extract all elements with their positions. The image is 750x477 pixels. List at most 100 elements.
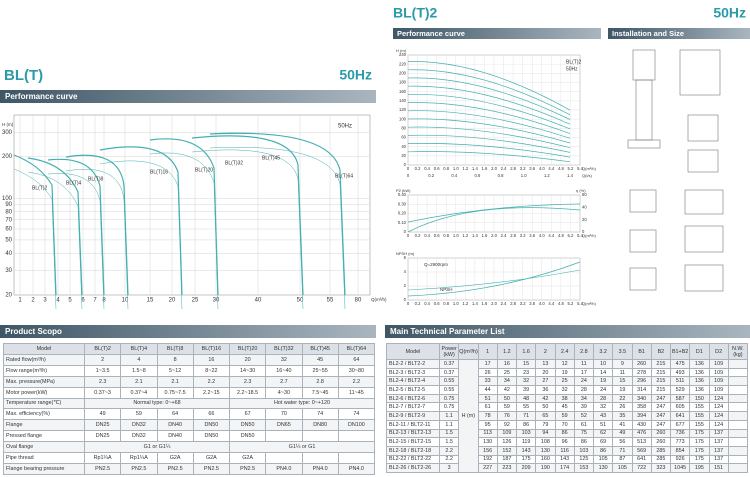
x-tick-label: 4.0 — [539, 166, 545, 171]
installation-drawings — [627, 49, 724, 292]
cell: 152 — [496, 445, 518, 456]
x-tick-label: 1.6 — [482, 233, 488, 238]
cell: 33 — [477, 376, 498, 387]
cell: 340 — [631, 393, 652, 404]
cell: 136 — [689, 376, 710, 387]
cell: DN40 — [156, 430, 194, 443]
y-axis-label: H (m) — [2, 122, 14, 127]
cell: 22 — [612, 393, 633, 404]
cell: 1~3.5 — [83, 364, 122, 377]
table-row: Rated flow(m³/h) 2 4 8 16 20 32 45 64 — [3, 353, 376, 366]
cell: 285 — [650, 454, 672, 465]
cell: 59 — [120, 408, 158, 421]
cell: 0.75~7.5 — [156, 386, 194, 399]
x-tick-label: 7 — [93, 298, 97, 304]
curve-label: BL(T)64 — [335, 173, 353, 179]
x2-axis-label: Q(l/s) — [582, 173, 592, 178]
empty-cell — [337, 430, 376, 443]
cell: 5~12 — [156, 364, 194, 377]
x-tick-label: 5.2 — [568, 166, 574, 171]
cell: 151 — [708, 463, 729, 473]
cell: 2.1 — [156, 375, 194, 388]
x-tick-label: 5.4 — [577, 166, 583, 171]
cell: 45 — [554, 402, 575, 413]
cell: 50 — [535, 402, 556, 413]
cell: 2.2~18.5 — [228, 386, 267, 399]
cell: 736 — [669, 428, 691, 439]
x-tick-label: 3.6 — [529, 301, 535, 306]
performance-curve — [149, 152, 219, 310]
x-tick-label: 4.4 — [548, 301, 554, 306]
cell: 155 — [689, 419, 710, 430]
table-row: Pipe thread Rp1¼A Rp1¼A G2A G2A G2A — [3, 452, 376, 464]
section-bar — [0, 90, 376, 103]
power: 2.2 — [438, 445, 460, 456]
section-title: Performance curve — [397, 29, 465, 38]
cell: 42 — [496, 385, 518, 395]
table-row: BL2-15 / BLT2-15 1.5 130 126 119 108 96 86 69 56 5… — [386, 437, 749, 447]
x-axis-label: Q(m³/h) — [582, 301, 596, 306]
column-header: Power (kW) — [438, 342, 460, 361]
y-tick-label: 160 — [399, 89, 407, 94]
performance-curve — [47, 173, 105, 310]
cell: 278 — [631, 367, 652, 378]
cell: 11 — [612, 367, 633, 378]
panel-freq: 50Hz — [566, 66, 578, 72]
cell: Rp1¼A — [83, 452, 122, 464]
cell: 51 — [477, 393, 498, 404]
y-tick-label: 40 — [401, 144, 406, 149]
x2-tick-label: 0 — [407, 173, 410, 178]
x-tick-label: 3.2 — [520, 233, 526, 238]
y-tick-label: 220 — [399, 61, 407, 66]
section-title: Performance curve — [5, 92, 78, 101]
x-tick-label: 0.4 — [424, 301, 430, 306]
model: BL2-18 / BLT2-18 — [386, 445, 440, 456]
cell: 36 — [535, 385, 556, 395]
cell: 62 — [592, 428, 614, 439]
table-row: Temperature range(℃) Normal type: 0~+68 Ho… — [3, 397, 375, 410]
y-tick-label: 80 — [401, 125, 406, 130]
cell: PN2.5 — [228, 462, 267, 476]
table-row: Max. efficiency(%) 49 59 64 66 67 70 74 74 — [3, 408, 376, 421]
x-tick-label: 50 — [297, 298, 304, 304]
column-header: N.W. (kg) — [727, 342, 749, 361]
cell: 32 — [592, 402, 614, 413]
cell: 26 — [612, 402, 633, 413]
power: 1.1 — [438, 419, 460, 430]
cell: 175 — [689, 428, 710, 439]
x-tick-label: 3.6 — [529, 233, 535, 238]
cell: 105 — [612, 463, 633, 473]
cell: 260 — [631, 359, 652, 369]
power: 0.37 — [438, 367, 460, 378]
x-tick-label: 0.6 — [434, 301, 440, 306]
cell: 59 — [496, 402, 518, 413]
cell: 20 — [535, 367, 556, 378]
curve-label: BL(T)45 — [262, 155, 280, 161]
cell: DN100 — [337, 419, 376, 432]
x-tick-label: 0 — [407, 233, 410, 238]
table-row: BL2-22 / BLT2-22 2.2 192 187 175 160 143 125 105… — [386, 454, 749, 465]
power: 3 — [438, 463, 460, 473]
x-tick-label: 40 — [255, 298, 262, 304]
cell: 130 — [535, 445, 556, 456]
y-tick-label: 0 — [404, 229, 407, 234]
x2-tick-label: 0.8 — [498, 173, 504, 178]
empty-cell — [727, 376, 749, 387]
column-header: B1 — [631, 342, 652, 361]
y-tick-label: 6 — [404, 255, 407, 260]
cell: 94 — [535, 428, 556, 439]
cell: 30~80 — [337, 364, 376, 377]
cell: 155 — [689, 411, 710, 421]
column-header: 1.2 — [496, 342, 518, 361]
y-tick-label: 0.10 — [398, 220, 407, 225]
cell: Hot water type: 0~+120 — [229, 397, 375, 410]
cell: 2.3 — [228, 375, 267, 388]
performance-curve — [65, 154, 129, 296]
plot-area — [13, 114, 371, 296]
performance-curve — [407, 85, 571, 125]
empty-cell — [727, 411, 749, 421]
column-header: B1+B2 — [669, 342, 691, 361]
cell: 247 — [650, 419, 672, 430]
y-tick-label: 0 — [404, 162, 407, 167]
